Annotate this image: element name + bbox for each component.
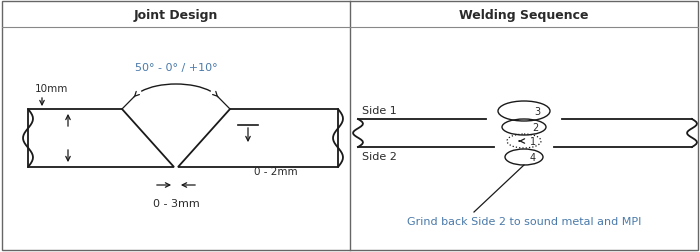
Text: 0 - 3mm: 0 - 3mm xyxy=(153,198,199,208)
Text: 1: 1 xyxy=(530,137,536,146)
Text: 2: 2 xyxy=(532,122,538,133)
Text: 0 - 2mm: 0 - 2mm xyxy=(254,166,298,176)
Text: 4: 4 xyxy=(530,152,536,162)
Text: 10mm: 10mm xyxy=(35,84,69,94)
Text: Side 1: Side 1 xyxy=(362,106,397,115)
Text: 50° - 0° / +10°: 50° - 0° / +10° xyxy=(134,63,217,73)
Text: Welding Sequence: Welding Sequence xyxy=(459,9,589,21)
Text: Side 2: Side 2 xyxy=(362,151,397,161)
Text: Grind back Side 2 to sound metal and MPI: Grind back Side 2 to sound metal and MPI xyxy=(407,216,641,226)
Text: 3: 3 xyxy=(534,107,540,116)
Text: Joint Design: Joint Design xyxy=(134,9,218,21)
